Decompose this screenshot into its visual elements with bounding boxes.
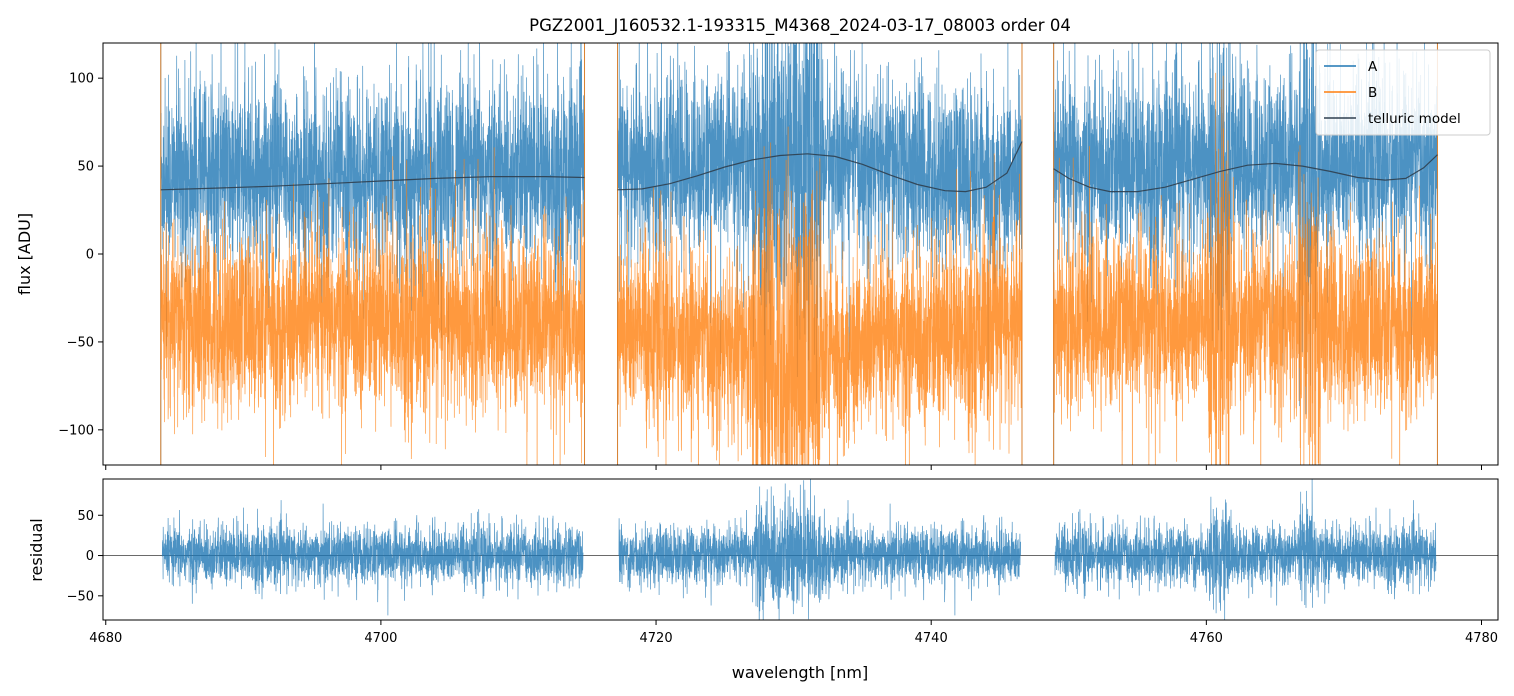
flux-y-tick-label: 50 (77, 160, 94, 175)
residual-x-tick-label: 4700 (364, 631, 397, 646)
flux-y-ticks: 100 50 0 −50 −100 (58, 72, 103, 438)
residual-segment-3 (1054, 479, 1437, 620)
residual-segment-2 (618, 479, 1021, 620)
residual-x-tick-label: 4760 (1190, 631, 1223, 646)
residual-series-group (103, 479, 1498, 620)
series-b-segment-1 (160, 146, 585, 465)
residual-y-ticks: 50 0 −50 (67, 509, 103, 604)
residual-y-tick-label: 0 (86, 549, 94, 564)
flux-y-tick-label: 0 (86, 248, 94, 263)
series-b-segment-3 (1053, 72, 1438, 465)
residual-x-tick-label: 4780 (1465, 631, 1498, 646)
residual-y-axis-label: residual (27, 518, 46, 581)
residual-y-tick-label: 50 (77, 509, 94, 524)
flux-x-ticks (105, 465, 1482, 470)
residual-x-ticks: 4680 4700 4720 4740 4760 4780 (89, 620, 1498, 646)
legend-box (1315, 49, 1491, 136)
residual-panel: 50 0 −50 4680 4700 4720 4740 4760 4780 residual… (27, 478, 1499, 682)
flux-y-tick-label: −50 (67, 335, 94, 350)
legend-label-a: A (1368, 59, 1378, 75)
chart-title: PGZ2001_J160532.1-193315_M4368_2024-03-1… (529, 16, 1071, 36)
residual-x-tick-label: 4720 (640, 631, 673, 646)
residual-y-tick-label: −50 (67, 589, 94, 604)
flux-y-tick-label: −100 (58, 423, 94, 438)
legend-label-b: B (1368, 85, 1377, 101)
flux-panel: 100 50 0 −50 −100 flux [ADU] A B telluric mo… (15, 42, 1499, 470)
flux-y-axis-label: flux [ADU] (15, 213, 34, 295)
residual-x-tick-label: 4740 (915, 631, 948, 646)
residual-x-tick-label: 4680 (89, 631, 122, 646)
legend-label-telluric: telluric model (1368, 111, 1461, 127)
series-a-segment-1 (160, 43, 585, 347)
telluric-model-segment-3 (1053, 154, 1438, 193)
residual-panel-frame (102, 478, 1499, 621)
flux-y-tick-label: 100 (69, 72, 94, 87)
residual-segment-1 (161, 500, 584, 616)
telluric-model-segment-2 (617, 141, 1023, 193)
telluric-model-segment-1 (160, 176, 585, 191)
legend: A B telluric model (1315, 49, 1491, 136)
series-a-segment-3 (1053, 43, 1438, 415)
series-b-segment-2 (617, 126, 1023, 465)
residual-x-axis-label: wavelength [nm] (732, 663, 869, 682)
